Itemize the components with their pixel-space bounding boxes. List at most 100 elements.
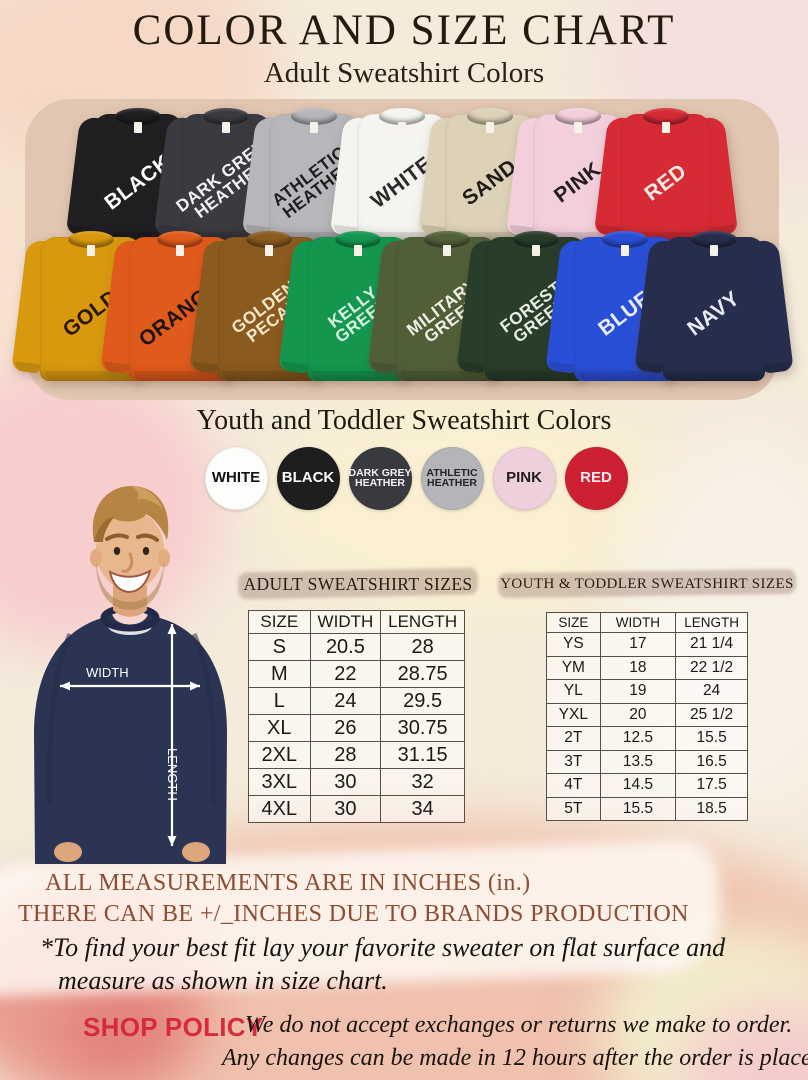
width-arrow: WIDTH [60,665,200,691]
table-row: YM 18 22 1/2 [546,655,748,680]
adult-colors-panel: BLACK DARK GREY HEATHER ATHLETIC HEATHER WH… [11,99,794,400]
table-cell: 25 1/2 [675,702,748,727]
shirt-neck-tag [310,122,318,133]
sweatshirt-color-label: NAVY [683,286,744,341]
column-header: LENGTH [380,610,465,634]
shirt-collar [602,231,648,248]
adult-sizes-table: SIZE WIDTH LENGTH S 20.5 28 M 22 28.75 L 24 29.5 XL 2… [248,610,465,823]
column-header: SIZE [546,612,601,633]
youth-sizes-title: YOUTH & TODDLER SWEATSHIRT SIZES [500,576,794,592]
shop-policy-line-2: Any changes can be made in 12 hours afte… [222,1045,808,1071]
table-cell: 4XL [248,795,311,823]
length-label: LENGTH [165,748,180,801]
table-row: 5T 15.5 18.5 [546,796,748,821]
shirt-collar [691,231,737,248]
table-cell: 3T [546,749,601,774]
shirt-neck-tag [621,245,629,256]
youth-color-swatch: PINK [492,447,556,510]
table-cell: YM [546,655,601,680]
table-cell: 24 [675,679,748,704]
youth-colors-title: Youth and Toddler Sweatshirt Colors [196,405,612,436]
shirt-collar [379,108,425,125]
table-cell: 2XL [248,741,311,769]
column-header: LENGTH [675,612,748,633]
table-row: 4T 14.5 17.5 [546,773,748,798]
table-cell: 18.5 [675,796,748,821]
table-row: 3T 13.5 16.5 [546,749,748,774]
length-arrow: LENGTH [165,624,180,846]
youth-color-swatch: ATHLETIC HEATHER [420,447,484,510]
model-torso-sweatshirt [34,614,228,864]
table-cell: 32 [380,768,465,796]
table-cell: 28.75 [380,660,465,688]
table-cell: 24 [309,687,382,715]
table-row: YL 19 24 [546,679,748,704]
table-cell: 21 1/4 [675,632,748,657]
shirt-collar [246,231,292,248]
table-cell: 18 [599,655,677,680]
shirt-collar [513,231,559,248]
table-row: L 24 29.5 [248,687,465,715]
table-cell: L [248,687,311,715]
table-row: XL 26 30.75 [248,714,465,742]
table-cell: 31.15 [380,741,465,769]
measurement-note-1: ALL MEASUREMENTS ARE IN INCHES (in.) [45,870,531,896]
youth-color-swatch: BLACK [276,447,340,510]
shirt-neck-tag [265,245,273,256]
table-row: YS 17 21 1/4 [546,632,748,657]
column-header: WIDTH [309,610,382,634]
column-header: WIDTH [599,612,677,633]
shop-policy-line-1: We do not accept exchanges or returns we… [245,1012,793,1038]
table-cell: 30 [309,768,382,796]
table-cell: M [248,660,311,688]
table-cell: 16.5 [675,749,748,774]
youth-color-swatch: WHITE [204,447,268,510]
table-cell: XL [248,714,311,742]
adult-colors-subtitle: Adult Sweatshirt Colors [263,57,545,89]
shirt-neck-tag [574,122,582,133]
fit-tip-line-1: *To find your best fit lay your favorite… [40,933,726,962]
fit-tip-line-2: measure as shown in size chart. [58,966,388,995]
table-cell: 30 [309,795,382,823]
table-row: S 20.5 28 [248,633,465,661]
table-cell: 20 [599,702,677,727]
model-smile [108,568,152,594]
shirt-neck-tag [710,245,718,256]
shirt-collar [424,231,470,248]
shirt-collar [555,108,601,125]
sweatshirt-swatch: NAVY [623,225,805,393]
table-row: 3XL 30 32 [248,768,465,796]
table-cell: 14.5 [599,773,677,798]
table-cell: 19 [599,679,677,704]
shirt-collar [335,231,381,248]
table-cell: YS [546,632,601,657]
table-row: 4XL 30 34 [248,795,465,823]
youth-sizes-table: SIZE WIDTH LENGTH YS 17 21 1/4 YM 18 22 1/2 YL 19 2… [546,612,748,821]
shop-policy-label: SHOP POLICY [83,1012,264,1042]
measurement-note-2: THERE CAN BE +/_INCHES DUE TO BRANDS PRO… [18,901,689,927]
table-cell: 29.5 [380,687,465,715]
table-cell: 28 [309,741,382,769]
table-row: M 22 28.75 [248,660,465,688]
table-row: 2XL 28 31.15 [248,741,465,769]
table-cell: 20.5 [309,633,382,661]
shirt-neck-tag [443,245,451,256]
table-cell: YL [546,679,601,704]
adult-sizes-title: ADULT SWEATSHIRT SIZES [243,574,473,594]
model-photo: WIDTH LENGTH [34,485,228,864]
table-cell: 15.5 [599,796,677,821]
table-row: YXL 20 25 1/2 [546,702,748,727]
table-cell: 30.75 [380,714,465,742]
table-cell: 2T [546,726,601,751]
table-cell: 15.5 [675,726,748,751]
youth-color-swatch: DARK GREY HEATHER [348,447,412,510]
shirt-neck-tag [176,245,184,256]
table-row: 2T 12.5 15.5 [546,726,748,751]
shirt-collar [467,108,513,125]
table-cell: 5T [546,796,601,821]
table-cell: 3XL [248,768,311,796]
table-cell: 13.5 [599,749,677,774]
table-cell: 34 [380,795,465,823]
shirt-neck-tag [354,245,362,256]
shirt-part [663,237,765,381]
